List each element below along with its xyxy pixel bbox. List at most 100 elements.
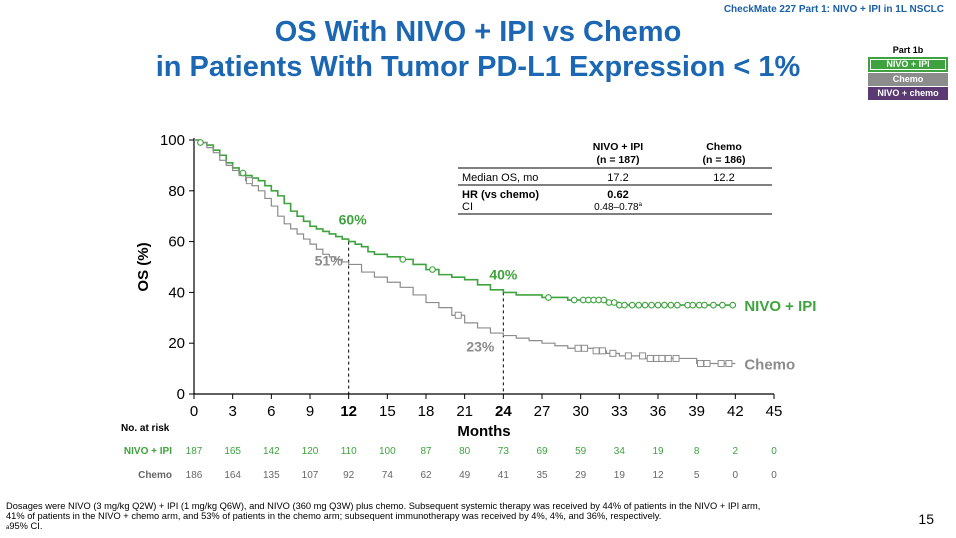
censor-mark-chemo bbox=[581, 344, 589, 352]
at-risk-label-chemo: Chemo bbox=[138, 470, 172, 481]
at-risk-value: 19 bbox=[614, 470, 626, 481]
censor-mark-nivo-ipi bbox=[239, 169, 247, 177]
at-risk-value: 8 bbox=[694, 446, 700, 457]
legend-item-nivo-ipi: NIVO + IPI bbox=[868, 57, 948, 72]
at-risk-value: 165 bbox=[224, 446, 241, 457]
x-tick-label: 42 bbox=[727, 403, 744, 420]
x-tick-label: 6 bbox=[267, 403, 275, 420]
x-tick-label: 9 bbox=[306, 403, 314, 420]
annotation-40pct: 40% bbox=[489, 266, 518, 282]
at-risk-value: 92 bbox=[343, 470, 355, 481]
censor-mark-chemo bbox=[245, 177, 253, 185]
at-risk-value: 29 bbox=[575, 470, 587, 481]
censor-mark-chemo bbox=[639, 352, 647, 360]
at-risk-value: 35 bbox=[536, 470, 548, 481]
at-risk-value: 110 bbox=[341, 446, 357, 457]
censor-mark-nivo-ipi bbox=[197, 139, 204, 146]
at-risk-value: 120 bbox=[302, 446, 319, 457]
stats-header-chemo: Chemo bbox=[706, 141, 742, 153]
at-risk-value: 100 bbox=[379, 446, 396, 457]
x-tick-label: 24 bbox=[495, 403, 512, 420]
x-tick-label: 15 bbox=[379, 403, 396, 420]
censor-marks bbox=[197, 139, 737, 368]
series-end-label-chemo: Chemo bbox=[744, 357, 795, 374]
curve-nivo-ipi bbox=[194, 139, 736, 306]
at-risk-value: 49 bbox=[459, 470, 471, 481]
annotation-51pct: 51% bbox=[315, 252, 344, 268]
at-risk-value: 142 bbox=[263, 446, 280, 457]
censor-mark-chemo bbox=[599, 347, 607, 355]
legend-item-chemo: Chemo bbox=[868, 73, 948, 86]
x-tick-label: 30 bbox=[572, 403, 589, 420]
page-number: 15 bbox=[918, 511, 934, 527]
legend-box-title: Part 1b bbox=[892, 45, 924, 55]
censor-mark-chemo bbox=[454, 311, 462, 319]
stats-value: 17.2 bbox=[607, 172, 628, 184]
at-risk-value: 69 bbox=[536, 446, 548, 457]
censor-mark-nivo-ipi bbox=[661, 301, 668, 309]
at-risk-value: 107 bbox=[302, 470, 319, 481]
censor-mark-nivo-ipi bbox=[667, 301, 675, 309]
censor-mark-nivo-ipi bbox=[545, 294, 552, 301]
censor-mark-nivo-ipi bbox=[701, 301, 708, 309]
at-risk-value: 62 bbox=[420, 470, 432, 481]
at-risk-value: 164 bbox=[224, 470, 241, 481]
x-tick-label: 33 bbox=[611, 403, 628, 420]
stats-row-label: CI bbox=[462, 201, 473, 213]
censor-mark-nivo-ipi bbox=[710, 301, 717, 309]
stats-header-nivo-ipi: NIVO + IPI bbox=[593, 141, 644, 153]
censor-mark-chemo bbox=[592, 347, 600, 355]
at-risk-value: 0 bbox=[733, 470, 739, 481]
footnote: Dosages were NIVO (3 mg/kg Q2W) + IPI (1… bbox=[6, 501, 886, 533]
stats-value: 0.48–0.78a bbox=[594, 202, 643, 213]
at-risk-value: 19 bbox=[652, 446, 664, 457]
y-axis-label: OS (%) bbox=[135, 242, 152, 291]
x-tick-label: 0 bbox=[190, 403, 198, 420]
censor-mark-chemo bbox=[609, 349, 617, 357]
censor-mark-nivo-ipi bbox=[729, 301, 737, 309]
page-title-line2: in Patients With Tumor PD-L1 Expression … bbox=[155, 51, 801, 83]
at-risk-value: 2 bbox=[733, 446, 739, 457]
x-tick-label: 12 bbox=[340, 403, 357, 420]
at-risk-value: 186 bbox=[186, 470, 203, 481]
y-tick-label: 60 bbox=[168, 234, 185, 251]
annotation-60pct: 60% bbox=[339, 212, 368, 228]
part-legend-box: Part 1b NIVO + IPI Chemo NIVO + chemo bbox=[868, 45, 948, 101]
at-risk-value: 0 bbox=[771, 470, 777, 481]
y-tick-label: 20 bbox=[168, 335, 185, 352]
footnote-superscript: a bbox=[6, 525, 10, 531]
x-tick-label: 39 bbox=[688, 403, 705, 420]
at-risk-title: No. at risk bbox=[121, 423, 170, 434]
censor-mark-nivo-ipi bbox=[641, 301, 649, 309]
censor-mark-chemo bbox=[703, 360, 711, 368]
x-tick-label: 45 bbox=[766, 403, 783, 420]
censor-mark-nivo-ipi bbox=[673, 301, 681, 309]
stats-header-nivo-ipi-n: (n = 187) bbox=[597, 154, 640, 166]
at-risk-value: 34 bbox=[614, 446, 626, 457]
censor-mark-nivo-ipi bbox=[570, 296, 578, 304]
censor-mark-chemo bbox=[717, 360, 725, 368]
censor-mark-chemo bbox=[658, 354, 666, 362]
legend-item-nivo-chemo: NIVO + chemo bbox=[868, 87, 948, 100]
header-tag: CheckMate 227 Part 1: NIVO + IPI in 1L N… bbox=[723, 4, 944, 15]
page-title-line1: OS With NIVO + IPI vs Chemo bbox=[274, 16, 682, 48]
at-risk-value: 135 bbox=[263, 470, 280, 481]
footnote-line-2: 41% of patients in the NIVO + chemo arm,… bbox=[6, 511, 662, 521]
at-risk-value: 12 bbox=[652, 470, 664, 481]
x-tick-label: 36 bbox=[650, 403, 667, 420]
x-tick-label: 27 bbox=[534, 403, 551, 420]
footnote-line-1: Dosages were NIVO (3 mg/kg Q2W) + IPI (1… bbox=[6, 501, 761, 511]
at-risk-value: 59 bbox=[575, 446, 587, 457]
at-risk-value: 187 bbox=[186, 446, 203, 457]
annotation-23pct: 23% bbox=[466, 339, 495, 355]
censor-mark-nivo-ipi bbox=[689, 301, 697, 309]
stats-row-label: Median OS, mo bbox=[462, 172, 538, 184]
censor-mark-nivo-ipi bbox=[719, 301, 726, 309]
stats-header-chemo-n: (n = 186) bbox=[703, 154, 746, 166]
footnote-line-3: 95% CI. bbox=[9, 521, 43, 531]
x-tick-label: 18 bbox=[418, 403, 435, 420]
at-risk-value: 5 bbox=[694, 470, 700, 481]
censor-mark-chemo bbox=[672, 354, 680, 362]
